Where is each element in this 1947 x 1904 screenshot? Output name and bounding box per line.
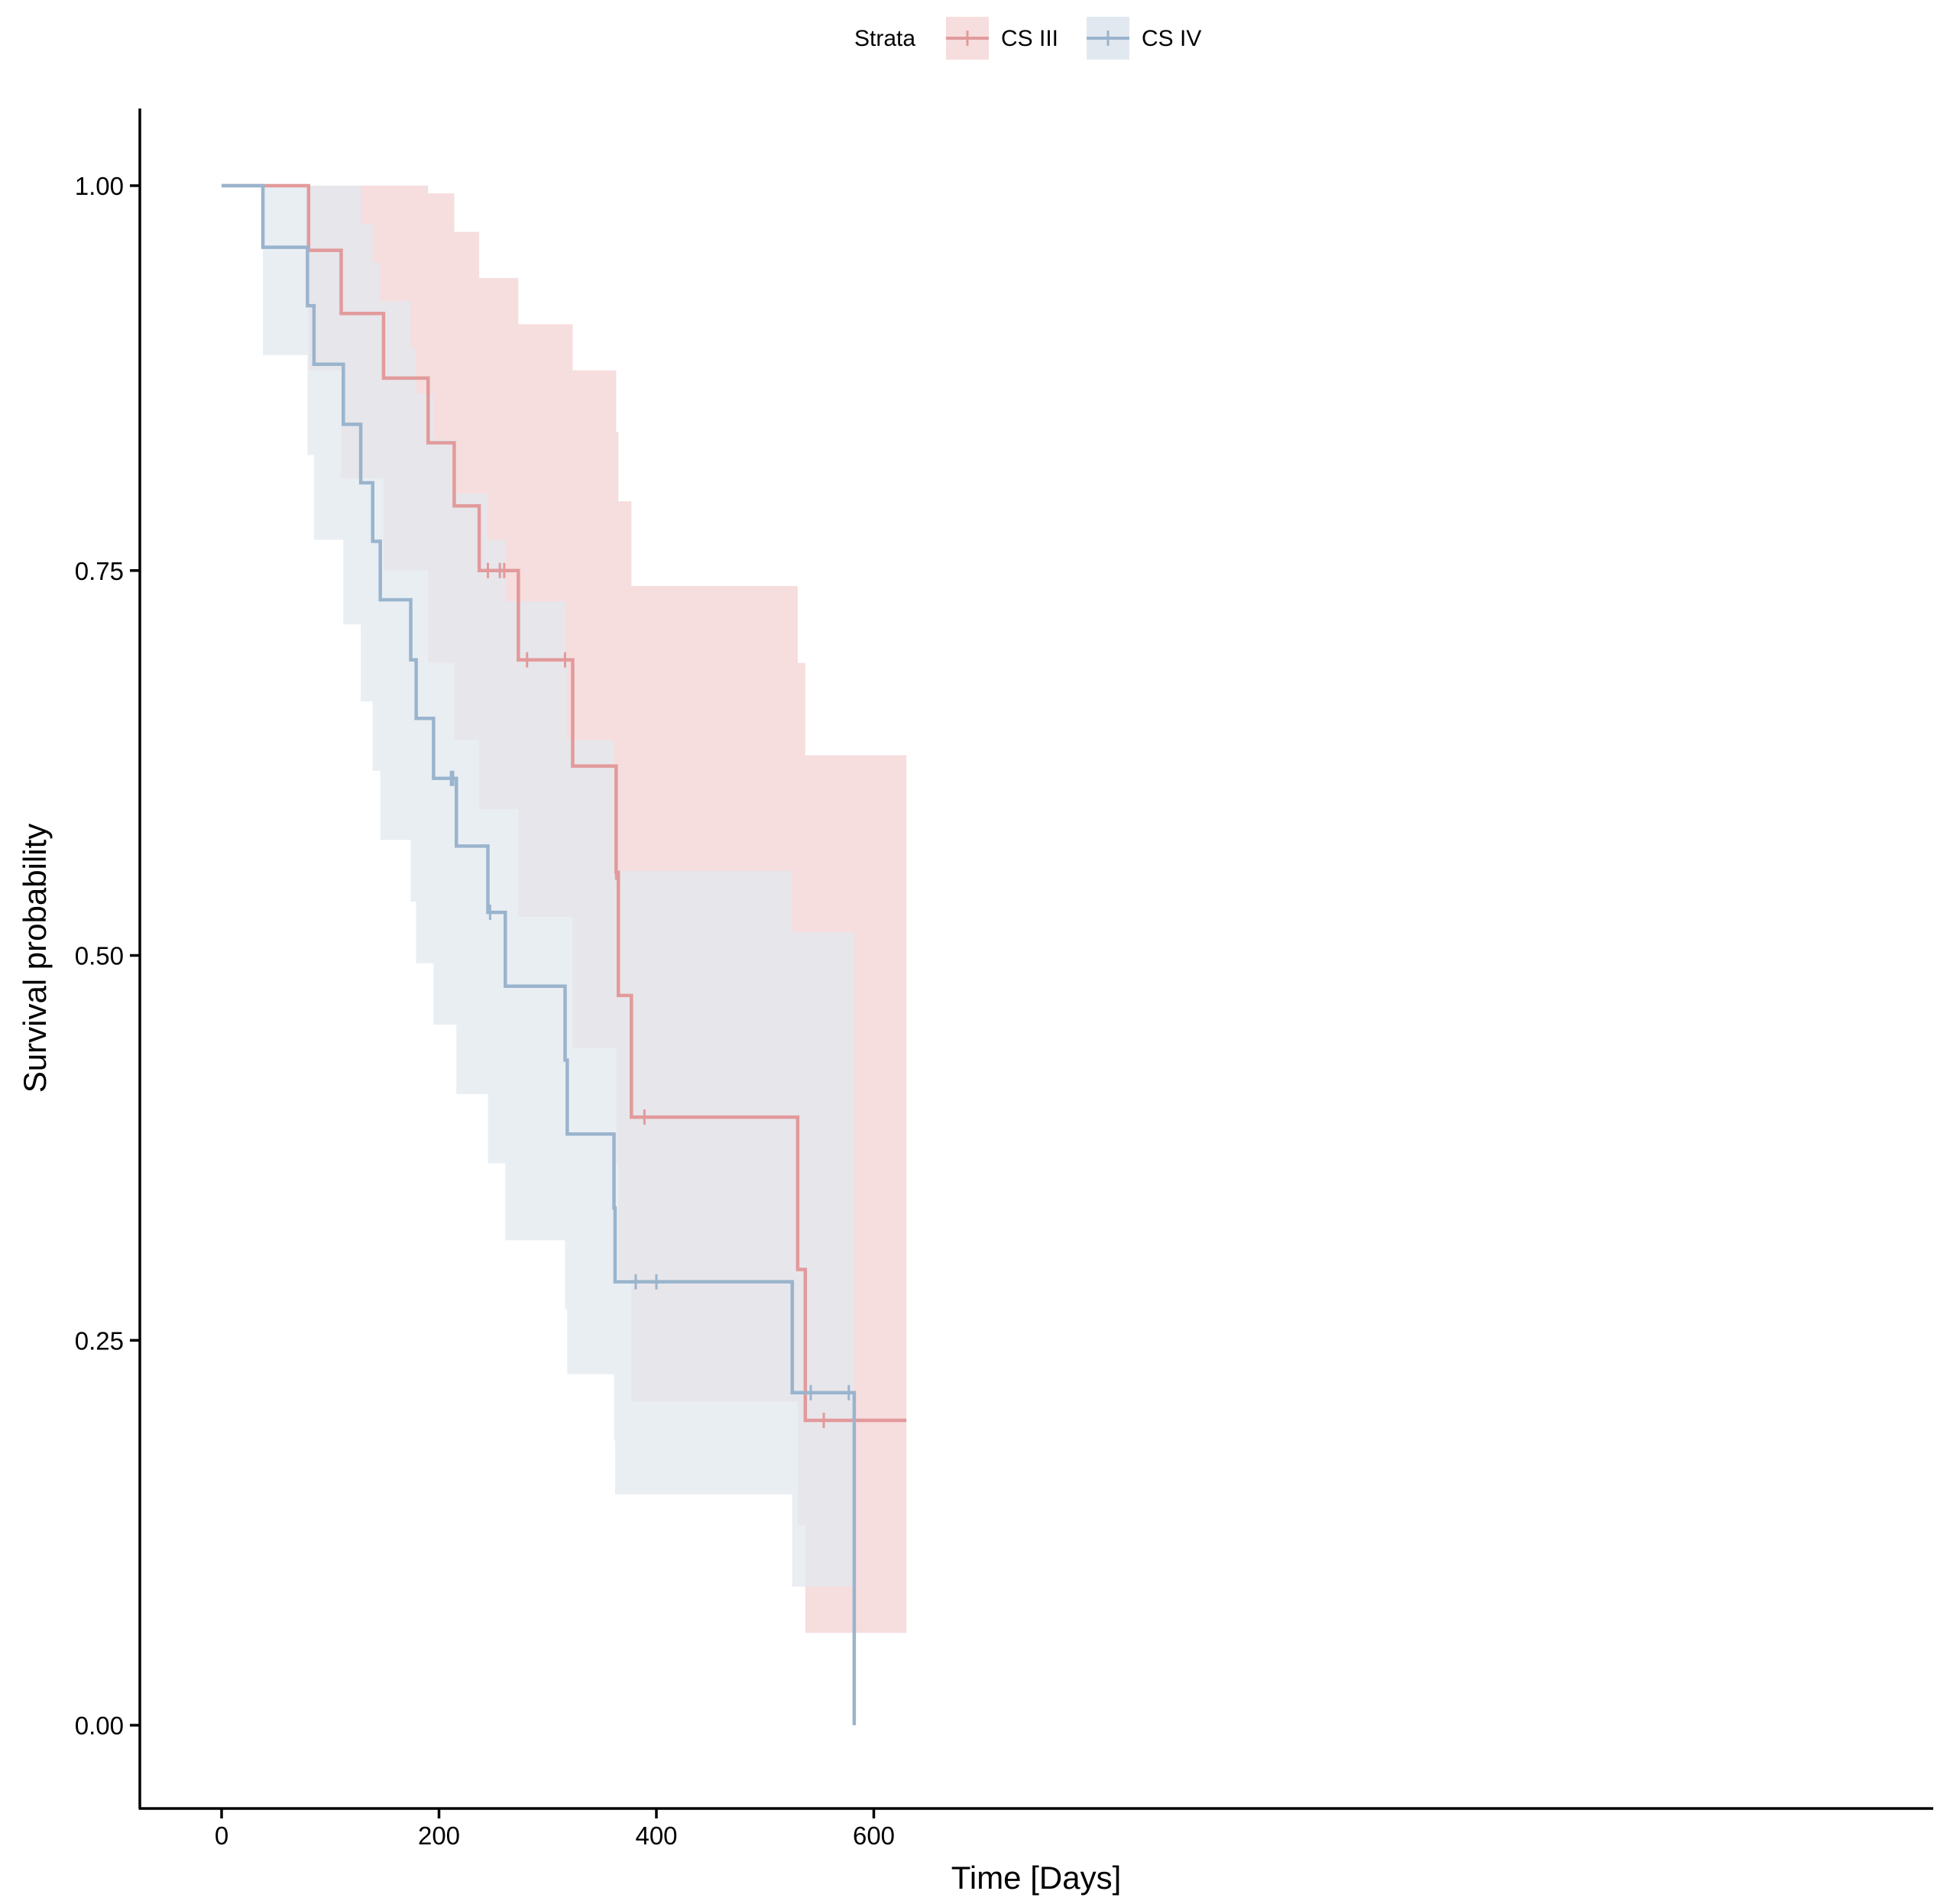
legend: Strata CS III CS IV [854, 17, 1201, 60]
survival-curve-cs-iii [222, 183, 907, 1423]
y-tick-label: 0.50 [75, 942, 124, 970]
survival-curve-cs-iv [222, 183, 857, 1725]
x-axis: 0 200 400 600 [138, 1807, 1933, 1850]
survival-curves [222, 183, 907, 1725]
legend-label-cs-iv: CS IV [1142, 26, 1201, 51]
y-tick-label: 0.25 [75, 1326, 124, 1355]
y-axis-title: Survival probability [17, 824, 53, 1093]
y-tick-label: 0.75 [75, 557, 124, 585]
legend-title: Strata [854, 26, 915, 51]
legend-label-cs-iii: CS III [1001, 26, 1058, 51]
y-tick-label: 0.00 [75, 1711, 124, 1740]
x-tick-label: 0 [215, 1821, 228, 1850]
confidence-bands [222, 186, 907, 1725]
y-axis: 0.00 0.25 0.50 0.75 1.00 [75, 108, 141, 1808]
y-tick-label: 1.00 [75, 172, 124, 200]
x-axis-title: Time [Days] [951, 1860, 1121, 1896]
censor-marks [449, 562, 850, 1429]
x-tick-label: 200 [418, 1821, 460, 1850]
x-tick-label: 600 [853, 1821, 895, 1850]
x-tick-label: 400 [635, 1821, 677, 1850]
